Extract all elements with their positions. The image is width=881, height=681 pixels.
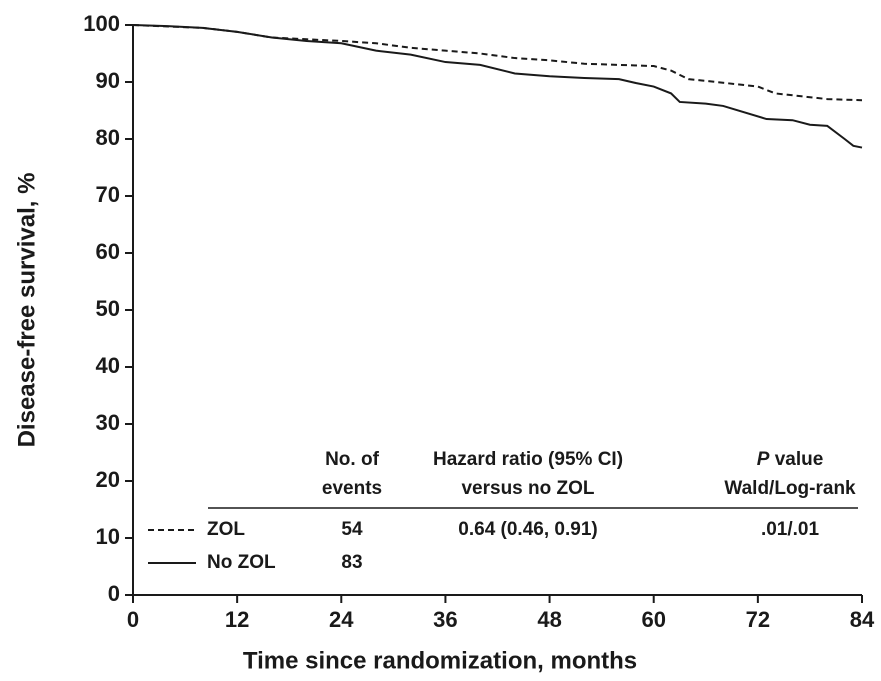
survival-curve [132, 24, 863, 149]
x-tick-label: 84 [850, 607, 875, 632]
y-tick-label: 50 [96, 296, 120, 321]
table-cell: 83 [341, 552, 362, 573]
y-tick-label: 80 [96, 125, 120, 150]
y-tick-label: 20 [96, 467, 120, 492]
table-cell: 0.64 (0.46, 0.91) [458, 519, 597, 540]
y-tick-label: 30 [96, 410, 120, 435]
x-tick-label: 0 [127, 607, 139, 632]
table-header: No. of [325, 449, 379, 470]
x-tick-label: 24 [329, 607, 354, 632]
table-header: Wald/Log-rank [724, 478, 856, 499]
y-tick-label: 100 [83, 11, 120, 36]
table-header: events [322, 478, 382, 499]
p-italic: P [757, 449, 770, 470]
p-rest: value [775, 449, 824, 470]
y-tick-label: 0 [108, 581, 120, 606]
y-tick-label: 10 [96, 524, 120, 549]
x-axis-title: Time since randomization, months [243, 647, 637, 674]
table-header: Hazard ratio (95% CI) [433, 449, 623, 470]
table-cell: .01/.01 [761, 519, 820, 540]
table-header: versus no ZOL [461, 478, 594, 499]
y-axis-title: Disease-free survival, % [13, 173, 40, 448]
table-header: P value [757, 449, 824, 470]
legend-label: No ZOL [207, 552, 276, 573]
x-tick-label: 72 [746, 607, 770, 632]
survival-curve [132, 24, 863, 102]
x-tick-label: 48 [537, 607, 561, 632]
x-tick-label: 60 [641, 607, 665, 632]
legend-label: ZOL [207, 519, 245, 540]
x-tick-label: 12 [225, 607, 249, 632]
y-tick-label: 70 [96, 182, 120, 207]
table-cell: 54 [341, 519, 363, 540]
y-tick-label: 90 [96, 68, 120, 93]
x-tick-label: 36 [433, 607, 457, 632]
y-tick-label: 40 [96, 353, 120, 378]
y-tick-label: 60 [96, 239, 120, 264]
